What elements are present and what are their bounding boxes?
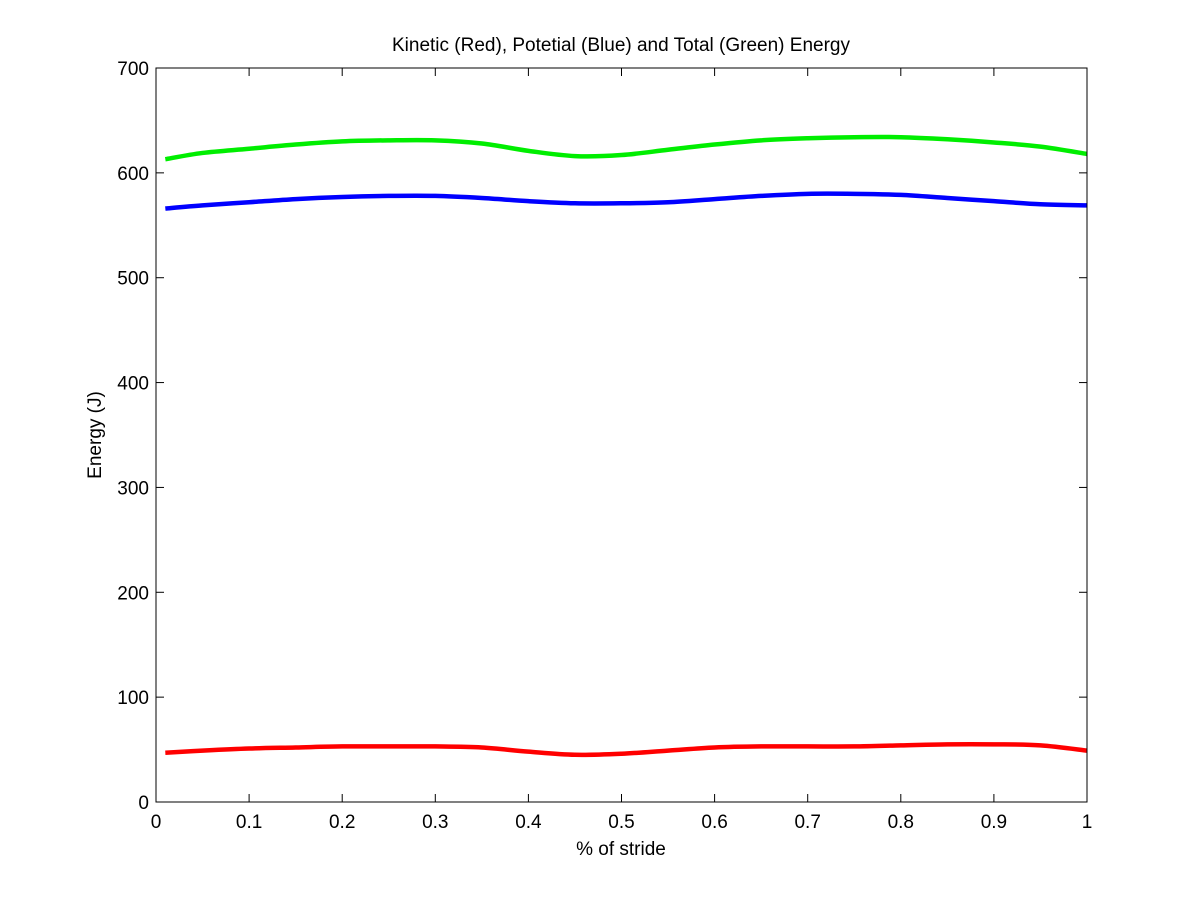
x-tick-label: 0.4	[515, 812, 542, 833]
kinetic-energy-line	[165, 741, 1088, 758]
y-tick-label: 200	[117, 583, 149, 604]
x-tick-label: 0.7	[794, 812, 820, 833]
y-tick-label: 700	[117, 59, 149, 80]
x-tick-label: 0.2	[329, 812, 355, 833]
y-axis-title: Energy (J)	[85, 391, 106, 479]
y-tick-label: 300	[117, 478, 149, 499]
x-tick-label: 0.1	[236, 812, 262, 833]
y-tick-label: 100	[117, 688, 149, 709]
x-tick-label: 0.8	[888, 812, 914, 833]
x-tick-label: 0.6	[701, 812, 727, 833]
x-axis-title: % of stride	[576, 839, 666, 860]
x-tick-label: 0.9	[981, 812, 1007, 833]
x-tick-label: 1	[1082, 812, 1093, 833]
y-tick-label: 400	[117, 374, 149, 395]
y-tick-label: 600	[117, 164, 149, 185]
y-axis-ticks: 0 100 200 300 400 500 600 700	[117, 59, 1087, 814]
series-layer	[164, 134, 1088, 758]
chart-title: Kinetic (Red), Potetial (Blue) and Total…	[392, 35, 850, 56]
x-tick-label: 0.5	[608, 812, 634, 833]
total-energy-line	[164, 134, 1088, 162]
x-tick-label: 0.3	[422, 812, 448, 833]
x-tick-label: 0	[151, 812, 162, 833]
y-tick-label: 0	[138, 793, 149, 814]
potential-energy-line	[165, 191, 1088, 211]
y-tick-label: 500	[117, 269, 149, 290]
x-axis-ticks: 0 0.1 0.2 0.3 0.4 0.5 0.6 0.7 0.8 0.9 1	[151, 68, 1093, 833]
